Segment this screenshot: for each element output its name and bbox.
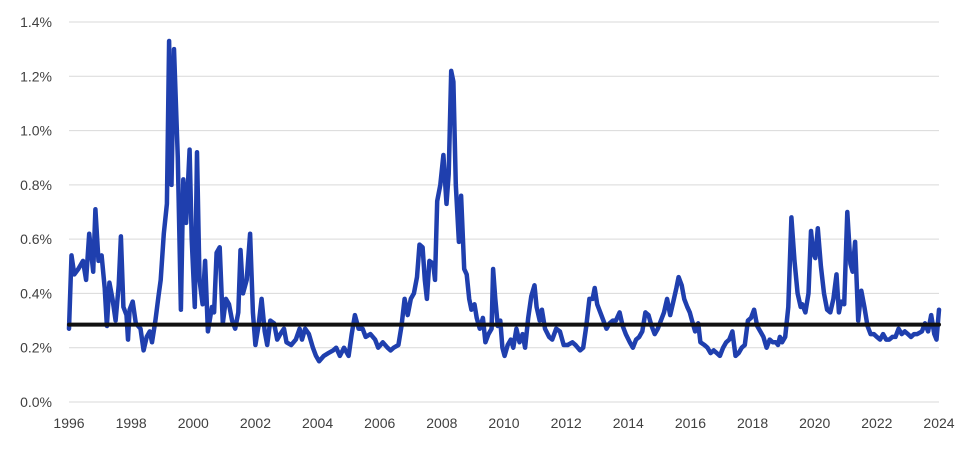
x-tick-label: 2008 [426, 415, 457, 431]
y-axis-tick-labels: 0.0% 0.2% 0.4% 0.6% 0.8% 1.0% 1.2% 1.4% [20, 14, 52, 410]
x-axis-tick-labels: 1996 1998 2000 2002 2004 2006 2008 2010 2012 2014… [53, 415, 954, 431]
x-tick-label: 2006 [364, 415, 395, 431]
x-tick-label: 1998 [116, 415, 147, 431]
y-tick-label: 0.0% [20, 394, 52, 410]
y-tick-label: 0.2% [20, 340, 52, 356]
y-tick-label: 1.0% [20, 123, 52, 139]
x-tick-label: 2016 [675, 415, 706, 431]
x-tick-label: 2002 [240, 415, 271, 431]
x-tick-label: 2020 [799, 415, 830, 431]
x-tick-label: 2024 [923, 415, 954, 431]
x-tick-label: 2014 [613, 415, 644, 431]
x-tick-label: 2018 [737, 415, 768, 431]
y-tick-label: 0.8% [20, 177, 52, 193]
y-tick-label: 0.6% [20, 231, 52, 247]
y-tick-label: 1.4% [20, 14, 52, 30]
series-line-rate [66, 38, 942, 364]
x-tick-label: 1996 [53, 415, 84, 431]
x-tick-label: 2004 [302, 415, 333, 431]
y-tick-label: 0.4% [20, 285, 52, 301]
x-tick-label: 2000 [178, 415, 209, 431]
series-layer [66, 38, 942, 364]
x-tick-label: 2012 [551, 415, 582, 431]
x-tick-label: 2010 [488, 415, 519, 431]
x-tick-label: 2022 [861, 415, 892, 431]
y-tick-label: 1.2% [20, 68, 52, 84]
